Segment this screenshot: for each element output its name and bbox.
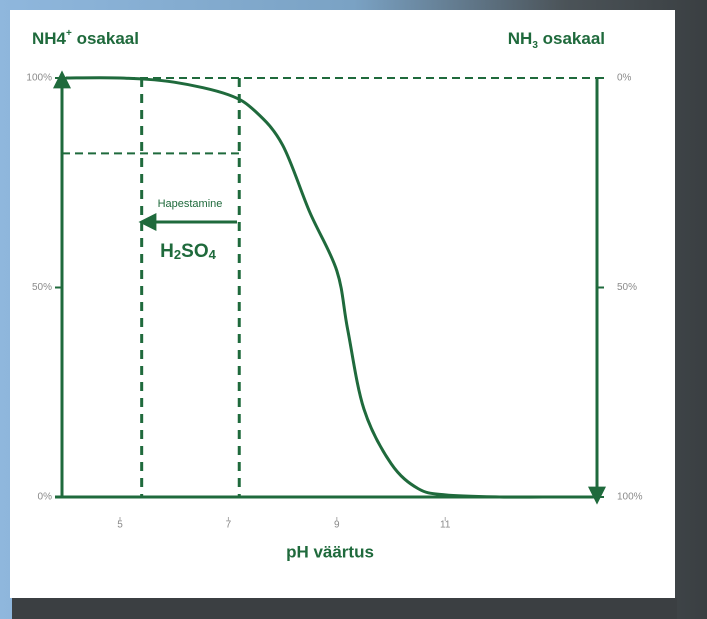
x-tick-label: 7: [226, 520, 232, 531]
x-tick-label: 5: [117, 520, 123, 531]
annotation: Hapestamine: [158, 198, 223, 210]
left-title: NH4+ osakaal: [32, 28, 139, 49]
y2-tick-label: 0%: [617, 73, 632, 84]
y2-tick-label: 50%: [617, 282, 637, 293]
right-title: NH3 osakaal: [508, 29, 605, 50]
x-axis-label: pH väärtus: [286, 542, 374, 561]
y-tick-label: 0%: [38, 492, 53, 503]
y-tick-label: 50%: [32, 282, 52, 293]
x-tick-label: 11: [440, 520, 451, 531]
formula: H2SO4: [160, 241, 216, 262]
x-tick-label: 9: [334, 520, 340, 531]
chart: NH4+ osakaal NH3 osakaal pH väärtus Hape…: [0, 0, 707, 619]
bottom-strip: [12, 598, 677, 619]
y-tick-label: 100%: [26, 73, 52, 84]
y2-tick-label: 100%: [617, 492, 643, 503]
